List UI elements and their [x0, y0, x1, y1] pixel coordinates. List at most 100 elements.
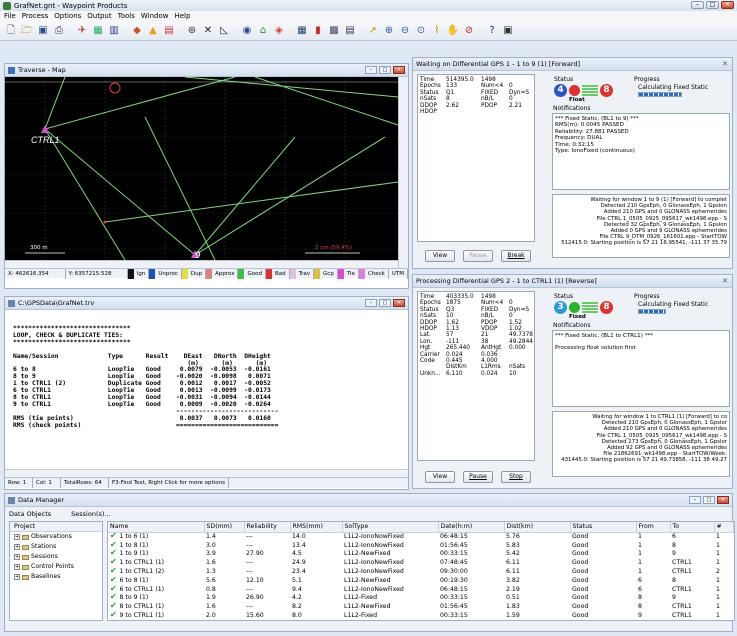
- network-icon[interactable]: ⊛: [187, 24, 197, 36]
- gps2-log[interactable]: Waiting for window 1 to CTRL1 (1) [Forwa…: [552, 411, 730, 477]
- minimize-icon[interactable]: –: [365, 299, 377, 307]
- col-rms[interactable]: RMS(mm): [290, 522, 343, 533]
- delete-icon[interactable]: ✕: [203, 24, 213, 36]
- station-icon[interactable]: ⌂: [259, 24, 267, 36]
- table-row[interactable]: ✔ 1 to 8 (1) 3.0 --- 13.4 L1L2-IonoNowFixed 0…: [108, 540, 734, 550]
- minimize-icon[interactable]: –: [365, 66, 377, 74]
- col-from[interactable]: From: [636, 522, 671, 533]
- measure-icon[interactable]: ⌇: [434, 24, 440, 36]
- triangle-icon[interactable]: ◺: [220, 24, 228, 36]
- control-point-9[interactable]: [191, 250, 199, 258]
- close-icon[interactable]: ✕: [393, 299, 405, 307]
- table-row[interactable]: ✔ 8 to CTRL1 (1) 1.6 --- 8.2 L1L2-NewFixed 01…: [108, 602, 734, 611]
- col-dist[interactable]: Dist(km): [504, 522, 571, 533]
- station-dot[interactable]: [103, 220, 107, 224]
- console-icon[interactable]: ▣: [503, 24, 513, 36]
- grid-icon[interactable]: ▩: [329, 24, 339, 36]
- tree-item-stations[interactable]: + Stations: [14, 543, 57, 550]
- menu-window[interactable]: Window: [140, 12, 169, 20]
- tree-item-sessions[interactable]: + Sessions: [14, 553, 58, 560]
- col-soltype[interactable]: SolType: [342, 522, 439, 533]
- tab-sessions[interactable]: Session(s)...: [71, 510, 111, 518]
- minimize-icon[interactable]: –: [691, 1, 704, 9]
- close-icon[interactable]: ✕: [717, 496, 729, 504]
- help-icon[interactable]: ?: [489, 24, 495, 36]
- close-icon[interactable]: ✕: [721, 1, 734, 9]
- expand-icon[interactable]: +: [14, 574, 20, 580]
- pointer-icon[interactable]: ➚: [368, 24, 378, 36]
- warning-icon[interactable]: ▲: [149, 24, 157, 36]
- color-icon[interactable]: ◈: [275, 24, 283, 36]
- traverse-hscroll[interactable]: [5, 469, 408, 477]
- table-row[interactable]: ✔ 1 to CTRL1 (1) 1.6 --- 24.9 L1L2-IonoNewFi…: [108, 558, 734, 567]
- zoom-in-icon[interactable]: ⊕: [384, 24, 394, 36]
- table-row[interactable]: ✔ 6 to 8 (1) 5.6 12.10 5.1 L1L2-NewFixed 00:1…: [108, 575, 734, 585]
- gps2-pause-button[interactable]: Pause: [463, 471, 493, 483]
- gps2-stop-button[interactable]: Stop: [501, 471, 531, 483]
- table-row[interactable]: ✔ 8 to 9 (1) 1.9 26.90 4.2 L1L2-Fixed 00:33:1…: [108, 593, 734, 603]
- gps2-notifications[interactable]: *** Fixed Static, (BL1 to CTRL1) *** Proc…: [552, 330, 730, 407]
- map-hscroll[interactable]: [5, 260, 398, 268]
- control-point-ctrl1[interactable]: [41, 125, 49, 133]
- expand-icon[interactable]: +: [14, 564, 20, 570]
- col-reliability[interactable]: Reliability: [244, 522, 291, 533]
- maximize-icon[interactable]: □: [379, 299, 391, 307]
- chart-icon[interactable]: ▮: [315, 24, 321, 36]
- gps2-view-button[interactable]: View: [425, 471, 455, 483]
- table-row[interactable]: ✔ 1 to 9 (1) 3.9 27.90 4.5 L1L2-NewFixed 00:3…: [108, 549, 734, 559]
- pan-icon[interactable]: ✋: [446, 24, 460, 36]
- gps1-notifications[interactable]: *** Fixed Static, (BL1 to 9) *** RMS(m): …: [552, 113, 730, 190]
- table-row[interactable]: ✔ 1 to CTRL1 (2) 1.3 --- 23.4 L1L2-IonoNewFi…: [108, 567, 734, 576]
- gps1-log[interactable]: Waiting for window 1 to 9 (1) [Forward] …: [552, 194, 730, 258]
- menu-options[interactable]: Options: [54, 12, 82, 20]
- map-canvas[interactable]: CTRL1 9 300 m 2 cm (59.4%): [5, 77, 398, 260]
- maximize-icon[interactable]: □: [706, 1, 719, 9]
- col-status[interactable]: Status: [570, 522, 637, 533]
- globe-icon[interactable]: ◉: [242, 24, 252, 36]
- expand-icon[interactable]: +: [14, 534, 20, 540]
- zoom-out-icon[interactable]: ⊖: [400, 24, 410, 36]
- menu-help[interactable]: Help: [174, 12, 191, 20]
- stop-icon[interactable]: ⊘: [464, 24, 474, 36]
- menu-output[interactable]: Output: [87, 12, 112, 20]
- layers-icon[interactable]: ▤: [345, 24, 355, 36]
- table-row[interactable]: ✔ 1 to 6 (1) 1.4 --- 14.0 L1L2-IonoNowFixed 0…: [108, 532, 734, 541]
- gps1-view-button[interactable]: View: [425, 250, 455, 262]
- gps1-pause-button[interactable]: Pause: [463, 250, 493, 262]
- col-sd[interactable]: SD(mm): [204, 522, 245, 533]
- menu-process[interactable]: Process: [21, 12, 49, 20]
- expand-icon[interactable]: +: [14, 544, 20, 550]
- close-icon[interactable]: ✕: [722, 277, 728, 285]
- station-marker[interactable]: [109, 82, 121, 94]
- menu-file[interactable]: File: [4, 12, 16, 20]
- document-icon[interactable]: ▤: [164, 24, 174, 36]
- gps1-break-button[interactable]: Break: [501, 250, 531, 262]
- save-icon[interactable]: ▣: [38, 24, 48, 36]
- menu-tools[interactable]: Tools: [117, 12, 135, 20]
- table-row[interactable]: ✔ 9 to CTRL1 (1) 2.0 15.60 8.0 L1L2-Fixed 00:…: [108, 611, 734, 620]
- map-icon[interactable]: ▥: [109, 24, 119, 36]
- col-name[interactable]: Name: [108, 522, 205, 533]
- open-folder-icon[interactable]: 🗁: [20, 24, 34, 36]
- import-icon[interactable]: ▦: [93, 24, 103, 36]
- expand-icon[interactable]: +: [14, 554, 20, 560]
- tree-item-baselines[interactable]: + Baselines: [14, 573, 61, 580]
- minimize-icon[interactable]: –: [689, 496, 701, 504]
- close-icon[interactable]: ✕: [722, 60, 728, 68]
- process-icon[interactable]: ◆: [133, 24, 141, 36]
- print-icon[interactable]: ⎙: [55, 24, 63, 36]
- maximize-icon[interactable]: □: [379, 66, 391, 74]
- satellite-icon[interactable]: ✈: [77, 24, 87, 36]
- zoom-extent-icon[interactable]: ⊙: [416, 24, 426, 36]
- tab-data-objects[interactable]: Data Objects: [9, 510, 52, 518]
- table-icon[interactable]: ▦: [297, 24, 307, 36]
- tree-item-control-points[interactable]: + Control Points: [14, 563, 74, 570]
- table-row[interactable]: ✔ 6 to CTRL1 (1) 0.8 --- 9.4 L1L2-IonoNewFix…: [108, 584, 734, 594]
- traverse-report-text[interactable]: ******************************* LOOP, CH…: [5, 310, 396, 483]
- col-to[interactable]: To: [670, 522, 715, 533]
- new-file-icon[interactable]: 🗋: [6, 24, 16, 36]
- map-vscroll[interactable]: [398, 77, 408, 268]
- col-date[interactable]: Date(h:m): [438, 522, 505, 533]
- close-icon[interactable]: ✕: [393, 66, 405, 74]
- maximize-icon[interactable]: □: [703, 496, 715, 504]
